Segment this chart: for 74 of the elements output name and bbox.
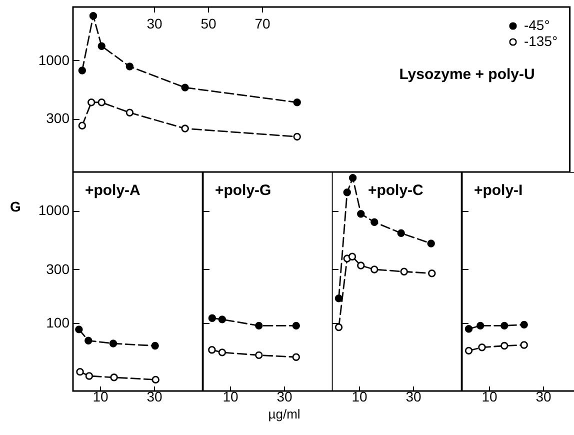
point (76, 368, 84, 376)
y-axis-title: G (10, 198, 22, 215)
point (427, 240, 436, 248)
point (218, 348, 226, 356)
legend-label: -135° (524, 33, 558, 49)
point (476, 322, 484, 330)
point (335, 294, 343, 302)
point (464, 325, 472, 333)
point (400, 268, 408, 276)
point (181, 124, 189, 132)
y-tick-label: 100 (46, 314, 70, 331)
x-tick-label: 30 (146, 16, 162, 32)
point (254, 351, 262, 360)
point (208, 314, 216, 322)
point (181, 84, 189, 92)
point (349, 174, 357, 182)
y-tick-label: 300 (46, 110, 70, 126)
point (254, 322, 262, 330)
x-tick-label: 70 (254, 16, 270, 32)
point (151, 342, 159, 350)
point (370, 266, 378, 274)
point (397, 229, 406, 238)
point (520, 341, 528, 349)
point (98, 98, 106, 106)
point (343, 188, 352, 196)
point (293, 98, 301, 106)
point (78, 122, 86, 130)
point (292, 322, 300, 330)
point (110, 374, 118, 382)
point (109, 340, 118, 348)
point (370, 218, 378, 226)
x-tick-label: 30 (146, 388, 162, 404)
point (84, 336, 92, 344)
point (335, 323, 343, 332)
y-tick-label: 1000 (38, 52, 70, 68)
x-tick-label: 30 (536, 388, 552, 404)
point (89, 12, 98, 20)
point (500, 322, 508, 330)
point (152, 376, 160, 384)
point (78, 66, 86, 74)
y-tick-label: 1000 (38, 202, 70, 218)
x-tick-label: 10 (482, 388, 498, 404)
x-tick-label: 30 (406, 388, 422, 404)
point (126, 62, 134, 70)
point (348, 252, 356, 260)
point (88, 98, 96, 106)
x-axis-title: µg/ml (268, 406, 300, 422)
point (292, 353, 300, 361)
text: +poly-C (368, 182, 424, 199)
x-tick-label: 10 (352, 388, 368, 404)
x-tick-label: 30 (276, 388, 292, 404)
point (293, 132, 301, 141)
text: +poly-G (214, 182, 271, 200)
y-tick-label: 300 (46, 260, 70, 277)
text: Lysozyme + poly-U (399, 66, 535, 83)
point (208, 346, 216, 354)
point (357, 210, 365, 218)
point (500, 342, 508, 350)
point (478, 344, 486, 352)
point (75, 326, 83, 334)
point (85, 372, 94, 380)
point (464, 346, 472, 355)
point (98, 42, 106, 50)
x-tick-label: 10 (222, 388, 238, 404)
text: +poly-A (84, 182, 141, 200)
legend-label: -45° (524, 17, 550, 33)
point (357, 262, 365, 270)
point (520, 320, 528, 329)
point (126, 108, 134, 116)
x-tick-label: 50 (200, 16, 216, 32)
x-tick-label: 10 (92, 388, 108, 404)
point (218, 316, 226, 324)
point (428, 270, 436, 278)
text: +poly-I (474, 182, 523, 200)
